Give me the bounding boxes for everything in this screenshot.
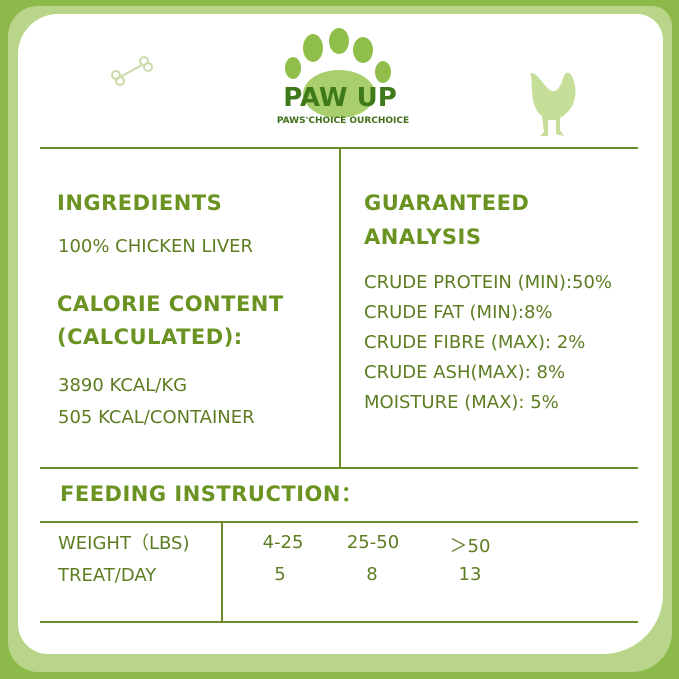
analysis-item: CRUDE PROTEIN (MIN):50%	[364, 272, 613, 293]
feeding-table-top	[40, 521, 638, 523]
ingredients-text: 100% CHICKEN LIVER	[58, 236, 254, 257]
analysis-item: CRUDE FAT (MIN):8%	[364, 302, 553, 323]
row-label-treat: TREAT/DAY	[58, 565, 157, 586]
divider-vertical	[339, 147, 341, 467]
row-label-weight: WEIGHT（LBS)	[58, 533, 190, 554]
divider-middle	[40, 467, 638, 469]
treat-cell: 13	[458, 564, 482, 585]
calorie-heading: CALORIE CONTENT	[57, 292, 284, 316]
analysis-item: MOISTURE (MAX): 5%	[364, 392, 559, 413]
analysis-heading: GUARANTEED	[364, 191, 530, 215]
brand-tagline: PAWS'CHOICE OURCHOICE	[276, 116, 410, 126]
svg-text:PAW UP: PAW UP	[283, 83, 397, 113]
analysis-heading-sub: ANALYSIS	[364, 225, 482, 249]
feeding-table-bottom	[40, 621, 638, 623]
treat-cell: 8	[366, 564, 378, 585]
calorie-line: 3890 KCAL/KG	[58, 375, 188, 396]
feeding-table-vertical	[221, 521, 223, 622]
weight-cell: 4-25	[262, 532, 304, 553]
feeding-heading: FEEDING INSTRUCTION：	[60, 482, 363, 506]
calorie-heading-sub: (CALCULATED):	[57, 325, 243, 349]
weight-cell: 25-50	[346, 532, 400, 553]
analysis-item: CRUDE ASH(MAX): 8%	[364, 362, 566, 383]
bone-icon	[111, 56, 153, 86]
paw-up-logo: PAW UP	[283, 28, 397, 118]
analysis-item: CRUDE FIBRE (MAX): 2%	[364, 332, 586, 353]
weight-cell: ＞50	[449, 536, 491, 557]
treat-cell: 5	[274, 564, 286, 585]
calorie-line: 505 KCAL/CONTAINER	[58, 407, 255, 428]
chicken-icon	[530, 72, 576, 136]
ingredients-heading: INGREDIENTS	[57, 191, 223, 215]
